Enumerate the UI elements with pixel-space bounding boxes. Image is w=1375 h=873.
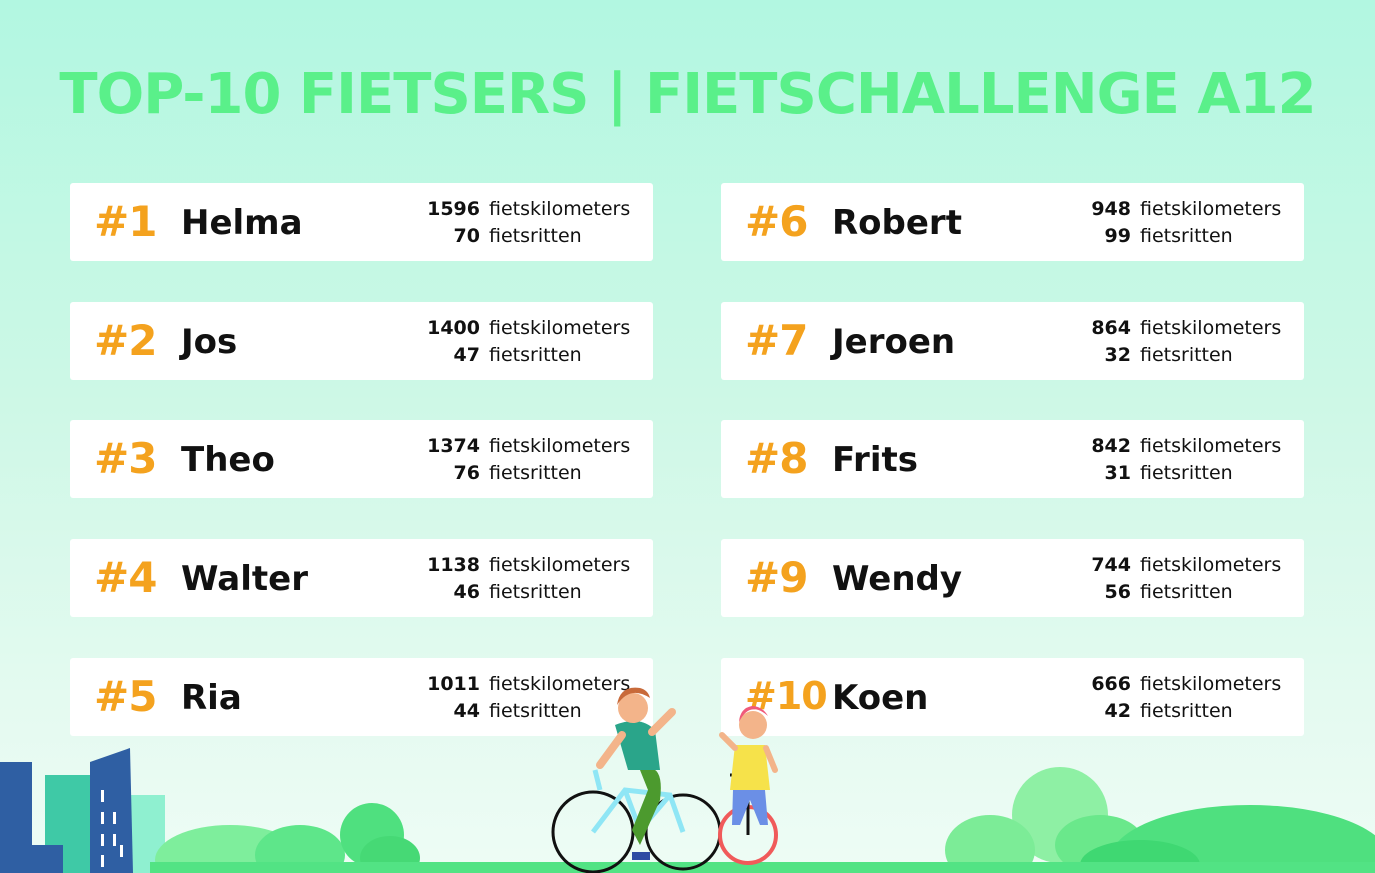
rank-label: #6 [745,197,808,246]
km-value: 1596 [427,198,480,220]
rides-unit: fietsritten [1140,700,1233,722]
rank-label: #10 [745,674,828,718]
rides-value: 31 [1104,462,1131,484]
leaderboard-card-1: #1 Helma 1596 fietskilometers 70 fietsri… [70,183,653,261]
leaderboard-card-10: #10 Koen 666 fietskilometers 42 fietsrit… [721,658,1304,736]
rides-value: 99 [1104,225,1131,247]
rides-unit: fietsritten [1140,462,1233,484]
km-unit: fietskilometers [489,317,631,339]
km-value: 1138 [427,554,480,576]
leaderboard-card-4: #4 Walter 1138 fietskilometers 46 fietsr… [70,539,653,617]
rides-unit: fietsritten [489,581,582,603]
leaderboard-card-3: #3 Theo 1374 fietskilometers 76 fietsrit… [70,420,653,498]
city-buildings-icon [0,748,165,873]
cyclist-name: Frits [832,440,918,480]
rides-value: 70 [453,225,480,247]
rides-unit: fietsritten [1140,581,1233,603]
rides-unit: fietsritten [489,344,582,366]
leaderboard-card-6: #6 Robert 948 fietskilometers 99 fietsri… [721,183,1304,261]
km-unit: fietskilometers [1140,198,1282,220]
leaderboard-card-9: #9 Wendy 744 fietskilometers 56 fietsrit… [721,539,1304,617]
rides-value: 46 [453,581,480,603]
rank-label: #3 [94,434,157,483]
km-unit: fietskilometers [489,435,631,457]
cyclist-name: Wendy [832,559,963,599]
cyclist-name: Jos [181,322,238,362]
km-unit: fietskilometers [1140,554,1282,576]
rides-value: 47 [453,344,480,366]
cyclist-name: Theo [181,440,275,480]
km-value: 744 [1091,554,1131,576]
leaderboard-card-5: #5 Ria 1011 fietskilometers 44 fietsritt… [70,658,653,736]
km-value: 1400 [427,317,480,339]
leaderboard-card-7: #7 Jeroen 864 fietskilometers 32 fietsri… [721,302,1304,380]
leaderboard-card-8: #8 Frits 842 fietskilometers 31 fietsrit… [721,420,1304,498]
km-unit: fietskilometers [489,554,631,576]
km-unit: fietskilometers [1140,435,1282,457]
rank-label: #9 [745,553,808,602]
cyclist-name: Jeroen [832,322,956,362]
km-unit: fietskilometers [1140,317,1282,339]
km-value: 948 [1091,198,1131,220]
cyclist-name: Walter [181,559,308,599]
rides-unit: fietsritten [1140,225,1233,247]
km-value: 1011 [427,673,480,695]
rank-label: #1 [94,197,157,246]
rides-value: 56 [1104,581,1131,603]
cyclist-name: Ria [181,678,242,718]
leaderboard-card-2: #2 Jos 1400 fietskilometers 47 fietsritt… [70,302,653,380]
km-value: 842 [1091,435,1131,457]
rides-value: 44 [453,700,480,722]
km-value: 864 [1091,317,1131,339]
cyclist-name: Koen [832,678,929,718]
km-value: 1374 [427,435,480,457]
rank-label: #2 [94,316,157,365]
rides-value: 76 [453,462,480,484]
rides-unit: fietsritten [489,462,582,484]
km-unit: fietskilometers [489,198,631,220]
cyclist-name: Helma [181,203,303,243]
rank-label: #5 [94,672,157,721]
rides-unit: fietsritten [489,225,582,247]
km-unit: fietskilometers [1140,673,1282,695]
rides-value: 42 [1104,700,1131,722]
km-unit: fietskilometers [489,673,631,695]
rank-label: #8 [745,434,808,483]
rides-unit: fietsritten [1140,344,1233,366]
cyclist-name: Robert [832,203,962,243]
rank-label: #7 [745,316,808,365]
bush-icon [945,767,1375,873]
rides-unit: fietsritten [489,700,582,722]
rank-label: #4 [94,553,157,602]
bush-icon [155,803,420,873]
page-title: TOP-10 FIETSERS | FIETSCHALLENGE A12 [59,62,1316,127]
rides-value: 32 [1104,344,1131,366]
km-value: 666 [1091,673,1131,695]
